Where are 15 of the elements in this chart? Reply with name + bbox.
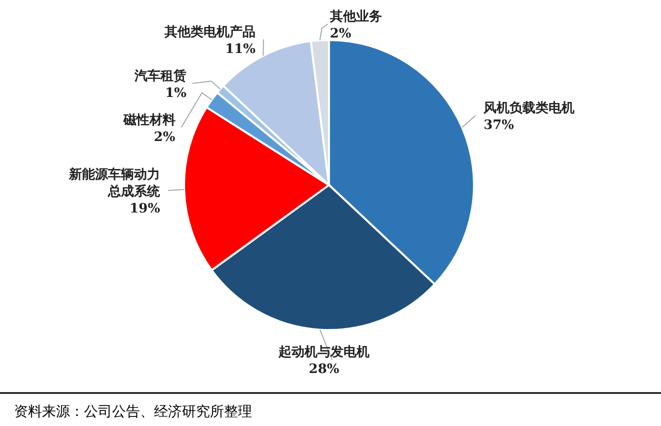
data-label: 2% [154, 130, 176, 145]
slice-label: 起动机与发电机 [278, 345, 370, 360]
data-label: 2% [330, 26, 352, 42]
slice-label: 汽车租赁 [133, 68, 186, 84]
slice-label: 风机负载类电机 [482, 101, 575, 116]
slice-label: 磁性材料 [122, 112, 176, 128]
data-label: 28% [308, 362, 340, 378]
text: 资料来源：公司公告、经济研究所整理 [14, 404, 252, 420]
slice-label: 其他类电机产品 [164, 24, 256, 40]
data-label: 1% [165, 86, 188, 101]
data-label: 19% [130, 201, 161, 216]
slice-label: 新能源车辆动力总成系统 [68, 166, 162, 200]
data-label: 37% [484, 118, 515, 133]
data-label: 11% [225, 42, 256, 57]
slice-label: 其他业务 [328, 10, 382, 24]
